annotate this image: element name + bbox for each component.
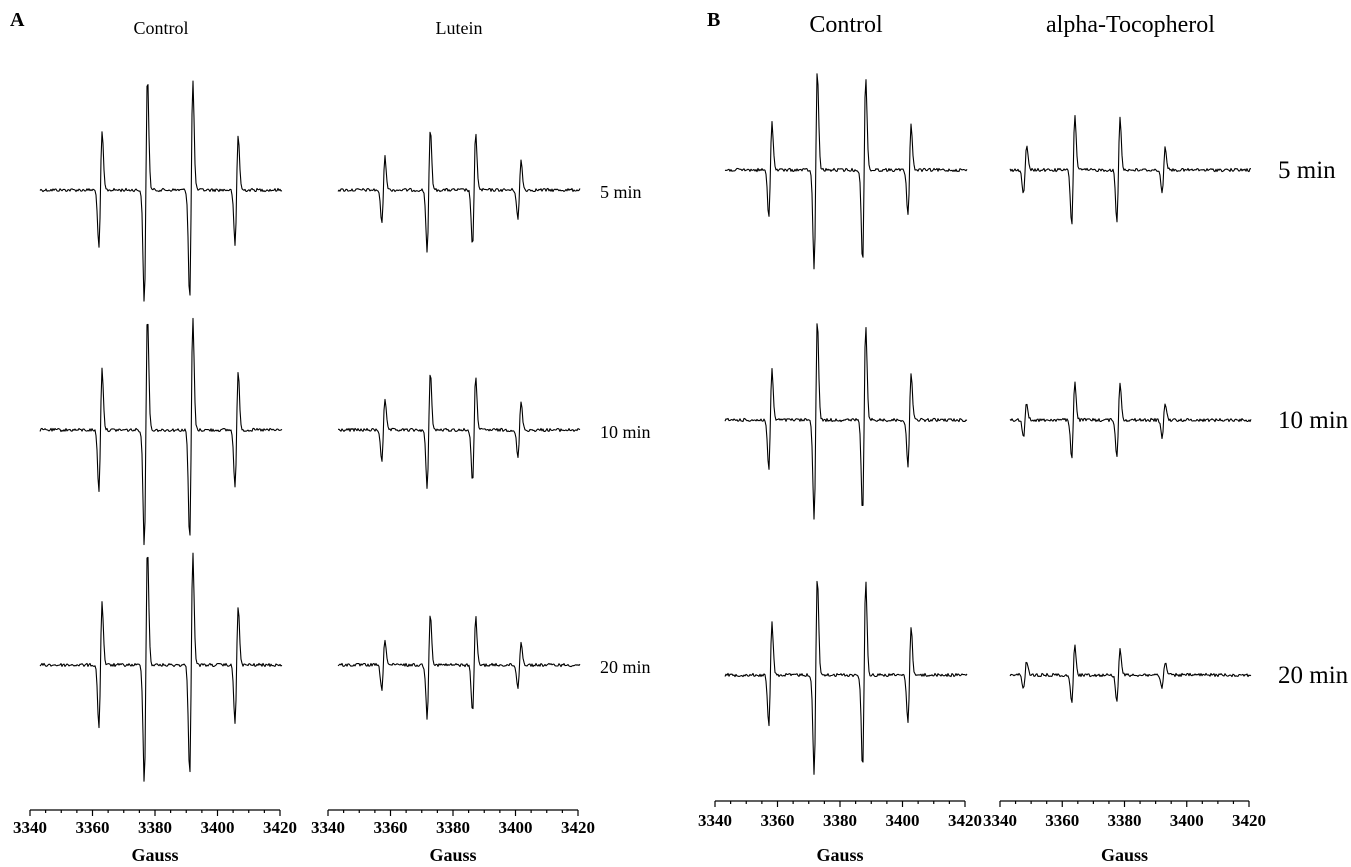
row-label-10-min: 10 min bbox=[1278, 407, 1349, 434]
x-axis-label: Gauss bbox=[131, 845, 178, 865]
column-title-lutein: Lutein bbox=[436, 18, 483, 38]
spectrum-lutein-10-min bbox=[338, 374, 581, 489]
spectrum-control-5-min bbox=[39, 80, 283, 302]
spectrum-control-5-min bbox=[724, 73, 968, 270]
x-tick-label-3360: 3360 bbox=[374, 818, 408, 837]
x-tick-label-3380: 3380 bbox=[1108, 811, 1142, 830]
row-label-20-min: 20 min bbox=[1278, 662, 1349, 689]
column-title-alpha-tocopherol: alpha-Tocopherol bbox=[1046, 12, 1215, 38]
spectrum-control-20-min bbox=[39, 552, 283, 782]
x-tick-label-3400: 3400 bbox=[499, 818, 533, 837]
spectrum-alpha-tocopherol-5-min bbox=[1009, 114, 1251, 225]
spectrum-lutein-5-min bbox=[337, 131, 581, 253]
x-tick-label-3340: 3340 bbox=[983, 811, 1017, 830]
x-tick-label-3340: 3340 bbox=[311, 818, 345, 837]
column-title-control: Control bbox=[809, 12, 883, 38]
row-label-10-min: 10 min bbox=[600, 422, 651, 442]
spectrum-control-10-min bbox=[724, 323, 968, 520]
x-tick-label-3400: 3400 bbox=[201, 818, 235, 837]
row-label-5-min: 5 min bbox=[600, 182, 642, 202]
x-tick-label-3380: 3380 bbox=[823, 811, 857, 830]
x-tick-label-3400: 3400 bbox=[1170, 811, 1204, 830]
row-label-5-min: 5 min bbox=[1278, 157, 1336, 184]
panel-b: B Control alpha-Tocopherol 5 min 10 min 20 mi… bbox=[698, 9, 1349, 865]
spectrum-alpha-tocopherol-20-min bbox=[1009, 644, 1252, 703]
column-title-control: Control bbox=[133, 18, 188, 38]
spectrum-alpha-tocopherol-10-min bbox=[1009, 381, 1252, 459]
spectrum-control-20-min bbox=[724, 580, 968, 775]
x-axis-label: Gauss bbox=[1101, 845, 1148, 865]
x-axis-label: Gauss bbox=[429, 845, 476, 865]
x-tick-label-3340: 3340 bbox=[698, 811, 732, 830]
x-axis-label: Gauss bbox=[816, 845, 863, 865]
x-tick-label-3420: 3420 bbox=[263, 818, 297, 837]
x-tick-label-3420: 3420 bbox=[1232, 811, 1266, 830]
x-tick-label-3360: 3360 bbox=[761, 811, 795, 830]
panel-letter-a: A bbox=[10, 9, 25, 31]
x-tick-label-3380: 3380 bbox=[436, 818, 470, 837]
spectrum-control-10-min bbox=[39, 317, 283, 546]
row-label-20-min: 20 min bbox=[600, 657, 651, 677]
spectrum-lutein-20-min bbox=[337, 615, 581, 720]
x-tick-label-3420: 3420 bbox=[948, 811, 982, 830]
panel-letter-b: B bbox=[707, 9, 720, 31]
panel-a: A Control Lutein 5 min 10 min 20 min 3340 3360 3… bbox=[10, 9, 651, 865]
x-tick-label-3380: 3380 bbox=[138, 818, 172, 837]
x-tick-label-3360: 3360 bbox=[1045, 811, 1079, 830]
x-tick-label-3400: 3400 bbox=[886, 811, 920, 830]
x-tick-label-3360: 3360 bbox=[76, 818, 110, 837]
x-tick-label-3340: 3340 bbox=[13, 818, 47, 837]
x-tick-label-3420: 3420 bbox=[561, 818, 595, 837]
